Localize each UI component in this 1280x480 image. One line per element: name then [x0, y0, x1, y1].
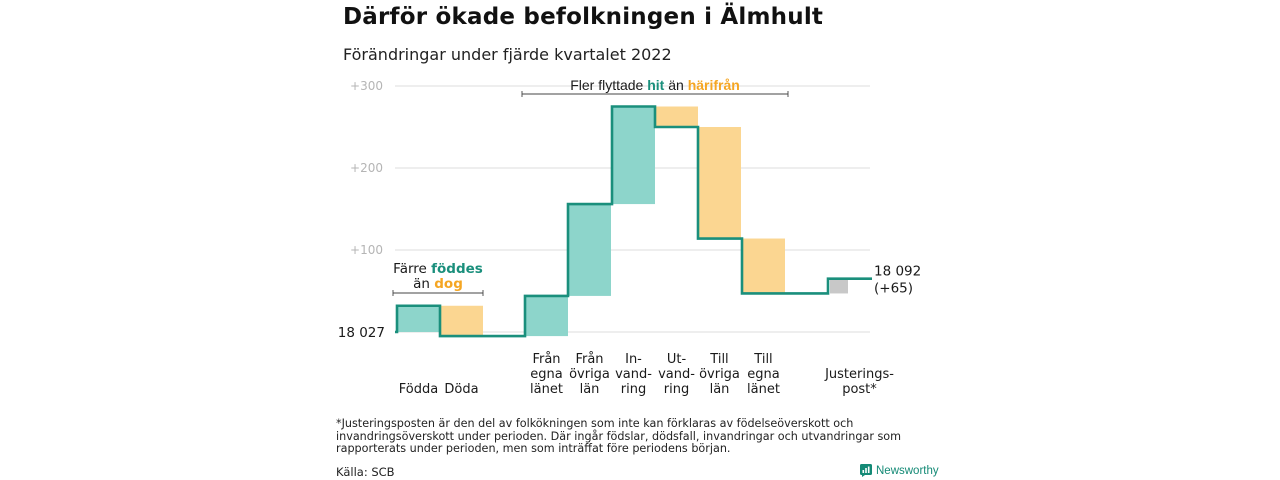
bar-in [397, 305, 440, 332]
migration-annotation: Fler flyttade hit än härifrån [570, 77, 740, 93]
brand-name: Newsworthy [876, 464, 939, 477]
bar-out [742, 238, 785, 294]
brand-logo: Newsworthy [860, 464, 939, 477]
category-label: egna [530, 367, 562, 382]
bar-in [612, 106, 655, 205]
step-line [395, 105, 872, 338]
bar-out [698, 127, 741, 239]
end-value-label: 18 092 [874, 264, 921, 280]
category-label: län [710, 382, 730, 397]
births-annotation-line1: Färre föddes [393, 261, 483, 277]
bar-out [440, 305, 483, 337]
chart-title: Därför ökade befolkningen i Älmhult [343, 4, 824, 30]
end-change-label: (+65) [874, 281, 913, 297]
category-label: ring [664, 382, 689, 397]
bar-in [568, 204, 611, 296]
category-label: Till [709, 352, 728, 367]
category-label: län [580, 382, 600, 397]
category-label: Födda [399, 382, 438, 397]
category-label: Ut- [667, 352, 687, 367]
category-label: länet [747, 382, 780, 397]
category-label: ring [621, 382, 646, 397]
category-label: Justerings- [824, 367, 894, 382]
category-label: övriga [569, 367, 610, 382]
source-label: Källa: SCB [336, 465, 395, 479]
y-tick-label: +100 [350, 243, 383, 257]
chart-subtitle: Förändringar under fjärde kvartalet 2022 [343, 45, 672, 64]
category-label: In- [625, 352, 642, 367]
category-label: vand- [615, 367, 652, 382]
births-annotation-line2: än dog [413, 276, 463, 292]
newsworthy-icon [860, 464, 872, 477]
category-label: Från [532, 352, 560, 367]
bar-out [655, 106, 698, 127]
category-label: övriga [699, 367, 740, 382]
category-label: Döda [444, 382, 478, 397]
category-label: vand- [658, 367, 695, 382]
category-label: länet [530, 382, 563, 397]
bar-in [525, 295, 568, 337]
category-label: post* [842, 382, 877, 397]
y-tick-label: +300 [350, 79, 383, 93]
category-label: Från [575, 352, 603, 367]
y-tick-label: +200 [350, 161, 383, 175]
bar-adjust [830, 278, 848, 294]
base-value-label: 18 027 [338, 325, 385, 341]
category-label: Till [753, 352, 772, 367]
category-label: egna [747, 367, 779, 382]
footnote: *Justeringsposten är den del av folkökni… [336, 417, 902, 455]
